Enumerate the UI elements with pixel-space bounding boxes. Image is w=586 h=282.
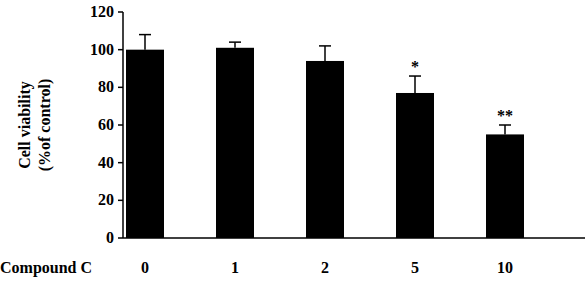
error-cap xyxy=(499,124,511,126)
y-tick xyxy=(118,200,123,202)
bar xyxy=(216,48,254,238)
y-tick xyxy=(118,124,123,126)
error-cap xyxy=(229,41,241,43)
error-bar xyxy=(229,42,241,48)
y-tick xyxy=(118,11,123,13)
significance-marker: * xyxy=(411,58,419,75)
x-tick-label: 1 xyxy=(231,259,239,276)
chart-container: 020406080100120012510***Compound CCell v… xyxy=(0,0,586,282)
x-tick-label: 5 xyxy=(411,259,419,276)
bar xyxy=(486,134,524,238)
error-cap xyxy=(139,34,151,36)
x-axis-label: Compound C xyxy=(0,259,92,277)
significance-marker: ** xyxy=(497,107,513,124)
error-bar xyxy=(319,46,331,61)
x-tick-label: 10 xyxy=(497,259,513,276)
x-axis xyxy=(123,237,585,239)
error-bar xyxy=(139,35,151,50)
error-line xyxy=(414,76,416,93)
y-tick-label: 60 xyxy=(98,116,114,133)
error-line xyxy=(234,42,236,48)
bars xyxy=(126,35,524,238)
y-tick xyxy=(118,87,123,89)
y-tick-label: 100 xyxy=(90,41,114,58)
y-tick-label: 0 xyxy=(106,229,114,246)
bar xyxy=(126,50,164,238)
y-tick-label: 20 xyxy=(98,191,114,208)
error-bar xyxy=(499,125,511,134)
y-axis-label: Cell viability xyxy=(16,81,34,169)
bar xyxy=(306,61,344,238)
error-cap xyxy=(319,45,331,47)
y-tick xyxy=(118,162,123,164)
y-axis-label: (%of control) xyxy=(36,79,54,172)
error-line xyxy=(324,46,326,61)
y-tick-label: 80 xyxy=(98,78,114,95)
x-tick-label: 0 xyxy=(141,259,149,276)
error-cap xyxy=(409,75,421,77)
error-line xyxy=(504,125,506,134)
error-bar xyxy=(409,76,421,93)
y-tick-label: 120 xyxy=(90,3,114,20)
y-tick-label: 40 xyxy=(98,154,114,171)
bar xyxy=(396,93,434,238)
chart-svg: 020406080100120012510***Compound CCell v… xyxy=(0,0,586,282)
x-tick-label: 2 xyxy=(321,259,329,276)
error-line xyxy=(144,35,146,50)
y-tick xyxy=(118,49,123,51)
y-tick xyxy=(118,237,123,239)
